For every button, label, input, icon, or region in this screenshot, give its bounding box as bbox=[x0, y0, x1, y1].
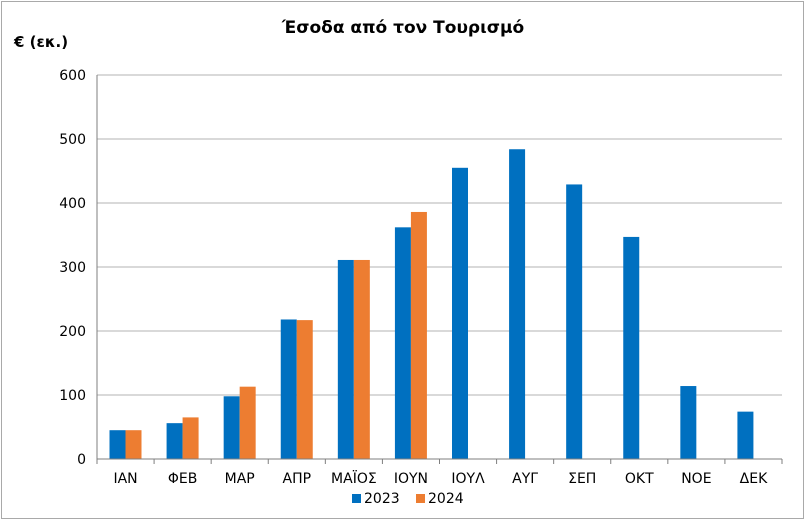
legend: 2023 2024 bbox=[352, 491, 464, 507]
bar-2023-ΙΟΥΛ bbox=[452, 167, 468, 460]
bar-2024-ΦΕΒ bbox=[182, 417, 199, 459]
y-tick-label: 200 bbox=[59, 324, 86, 340]
bar-2023-ΜΑΡ bbox=[223, 396, 240, 459]
bar-2024-ΑΠΡ bbox=[296, 320, 313, 459]
y-axis-unit-label: € (εκ.) bbox=[13, 33, 68, 51]
x-axis: ΙΑΝ ΦΕΒ ΜΑΡ ΑΠΡ ΜΑΪΟΣ ΙΟΥΝ ΙΟΥΛ ΑΥΓ ΣΕΠ ΟΚΤ ΝΟΕ ΔΕΚ bbox=[96, 458, 783, 487]
bar-2024-ΜΑΡ bbox=[239, 386, 256, 459]
x-tick-label: ΣΕΠ bbox=[568, 471, 596, 487]
x-tick-label: ΑΥΓ bbox=[512, 471, 538, 487]
bar-2023-ΙΑΝ bbox=[109, 430, 126, 459]
bar-2023-ΜΑΪΟΣ bbox=[337, 259, 354, 459]
legend-label-2024: 2024 bbox=[428, 491, 464, 507]
gridlines bbox=[96, 74, 782, 459]
x-tick-label: ΟΚΤ bbox=[625, 471, 654, 487]
bar-2024-ΙΑΝ bbox=[125, 430, 142, 459]
y-tick-label: 500 bbox=[59, 132, 86, 148]
bar-2023-ΑΥΓ bbox=[509, 149, 526, 460]
bar-2024-ΜΑΪΟΣ bbox=[353, 259, 370, 459]
bar-2023-ΙΟΥΝ bbox=[394, 227, 411, 459]
x-tick-label: ΑΠΡ bbox=[283, 471, 312, 487]
x-tick-label: ΙΟΥΝ bbox=[394, 471, 428, 487]
y-axis-ticks: 0 100 200 300 400 500 600 bbox=[59, 68, 86, 468]
chart-title: Έσοδα από τον Τουρισμό bbox=[281, 18, 524, 38]
bars bbox=[109, 149, 754, 460]
bar-2023-ΑΠΡ bbox=[280, 319, 297, 459]
x-tick-label: ΜΑΪΟΣ bbox=[331, 469, 377, 487]
legend-swatch-2023 bbox=[352, 494, 361, 503]
x-tick-label: ΦΕΒ bbox=[168, 471, 197, 487]
x-tick-label: ΙΟΥΛ bbox=[451, 471, 485, 487]
bar-2024-ΙΟΥΝ bbox=[410, 211, 427, 459]
x-tick-label: ΝΟΕ bbox=[681, 471, 711, 487]
bar-2023-ΦΕΒ bbox=[166, 423, 183, 459]
y-tick-label: 100 bbox=[59, 388, 86, 404]
y-tick-label: 400 bbox=[59, 196, 86, 212]
y-tick-label: 0 bbox=[77, 452, 86, 468]
x-tick-label: ΙΑΝ bbox=[113, 471, 137, 487]
bar-2023-ΔΕΚ bbox=[737, 411, 754, 459]
y-tick-label: 600 bbox=[59, 68, 86, 84]
x-tick-label: ΔΕΚ bbox=[740, 471, 768, 487]
bar-2023-ΟΚΤ bbox=[623, 236, 640, 459]
y-tick-label: 300 bbox=[59, 260, 86, 276]
x-tick-label: ΜΑΡ bbox=[225, 471, 255, 487]
bar-2023-ΝΟΕ bbox=[680, 386, 697, 459]
legend-swatch-2024 bbox=[416, 494, 425, 503]
legend-label-2023: 2023 bbox=[364, 491, 400, 507]
bar-2023-ΣΕΠ bbox=[566, 184, 583, 459]
